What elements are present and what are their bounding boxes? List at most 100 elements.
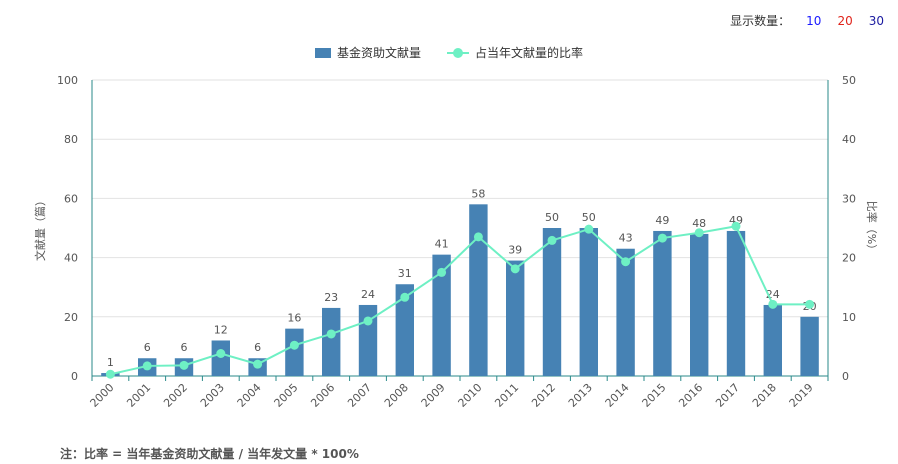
- bar-value-label: 41: [435, 238, 449, 251]
- bar: [469, 204, 488, 376]
- ratio-point: [731, 221, 741, 231]
- ratio-point: [437, 267, 447, 277]
- x-tick-label: 2012: [529, 381, 558, 410]
- bar: [506, 260, 525, 376]
- x-tick-label: 2004: [235, 381, 264, 410]
- ratio-point: [510, 264, 520, 274]
- bar-value-label: 58: [471, 187, 485, 200]
- ratio-point: [142, 361, 152, 371]
- bar-value-label: 16: [287, 312, 301, 325]
- legend-line-label: 占当年文献量的比率: [475, 46, 584, 60]
- legend-line-swatch: [447, 47, 469, 58]
- x-tick-label: 2009: [419, 381, 448, 410]
- ratio-point: [179, 360, 189, 370]
- x-tick-label: 2015: [640, 381, 669, 410]
- bar-value-label: 24: [361, 288, 375, 301]
- bar-value-label: 23: [324, 291, 338, 304]
- x-tick-label: 2001: [124, 381, 153, 410]
- x-tick-label: 2010: [456, 381, 485, 410]
- ratio-point: [216, 349, 226, 359]
- ratio-point: [694, 228, 704, 238]
- x-tick-label: 2007: [345, 381, 374, 410]
- ratio-line: [110, 225, 810, 376]
- bar: [579, 228, 598, 376]
- bar: [322, 307, 341, 376]
- bar-value-label: 6: [144, 341, 151, 354]
- ratio-point: [584, 224, 594, 234]
- bar: [285, 328, 304, 376]
- y-tick-label-right: 30: [842, 192, 856, 205]
- bar: [800, 316, 819, 376]
- bar-value-label: 6: [181, 341, 188, 354]
- x-tick-label: 2000: [88, 381, 117, 410]
- x-tick-label: 2006: [308, 381, 337, 410]
- display-count-option-10[interactable]: 10: [806, 13, 822, 28]
- x-tick-label: 2019: [787, 381, 816, 410]
- bar-value-label: 39: [508, 244, 522, 257]
- bar-value-label: 31: [398, 267, 412, 280]
- ratio-point: [547, 235, 557, 245]
- bar-value-label: 1: [107, 356, 114, 369]
- ratio-point: [326, 329, 336, 339]
- bar: [616, 248, 635, 376]
- footnote: 注：比率 = 当年基金资助文献量 / 当年发文量 * 100%: [60, 447, 359, 461]
- x-tick-label: 2008: [382, 381, 411, 410]
- bar: [690, 233, 709, 376]
- y-axis-title-right: 比率（%）: [865, 201, 879, 255]
- x-tick-label: 2011: [492, 381, 521, 410]
- bar: [432, 254, 451, 376]
- bar-value-label: 50: [582, 211, 596, 224]
- y-tick-label-left: 20: [64, 311, 78, 324]
- bar: [542, 228, 562, 376]
- y-tick-label-left: 100: [57, 74, 78, 87]
- display-count-option-30[interactable]: 30: [868, 13, 884, 28]
- ratio-point: [289, 340, 299, 350]
- bar: [763, 304, 782, 376]
- y-tick-label-right: 10: [842, 311, 856, 324]
- x-tick-label: 2002: [161, 381, 190, 410]
- y-tick-label-left: 40: [64, 252, 78, 265]
- bar: [726, 230, 746, 376]
- ratio-point: [400, 292, 410, 302]
- y-axis-title-left: 文献量（篇）: [33, 195, 47, 261]
- ratio-point: [768, 299, 778, 309]
- ratio-point: [253, 359, 263, 369]
- bar-value-label: 12: [214, 323, 228, 336]
- ratio-point: [805, 299, 815, 309]
- ratio-point: [657, 233, 667, 243]
- display-count-option-20[interactable]: 20: [837, 13, 853, 28]
- y-tick-label-right: 0: [842, 370, 849, 383]
- bar-value-label: 6: [254, 341, 261, 354]
- x-tick-label: 2016: [676, 381, 705, 410]
- bar: [211, 340, 230, 376]
- y-tick-label-right: 40: [842, 133, 856, 146]
- bar-value-label: 48: [692, 217, 706, 230]
- y-tick-label-left: 0: [71, 370, 78, 383]
- legend-item-line[interactable]: 占当年文献量的比率: [447, 44, 583, 61]
- x-tick-label: 2018: [750, 381, 779, 410]
- display-count-label: 显示数量：: [730, 14, 791, 28]
- ratio-point: [105, 369, 115, 379]
- x-tick-label: 2003: [198, 381, 227, 410]
- y-tick-label-left: 60: [64, 192, 78, 205]
- x-tick-label: 2005: [272, 381, 301, 410]
- x-tick-label: 2013: [566, 381, 595, 410]
- legend-bar-swatch: [314, 47, 331, 58]
- bar-value-label: 50: [545, 211, 559, 224]
- bar: [395, 284, 414, 376]
- ratio-point: [473, 232, 483, 242]
- bar-value-label: 43: [619, 232, 633, 245]
- ratio-point: [363, 316, 373, 326]
- bar: [653, 230, 672, 376]
- display-count-selector: 显示数量： 10 20 30: [730, 12, 884, 29]
- ratio-point: [621, 257, 631, 267]
- chart-legend: 基金资助文献量 占当年文献量的比率: [0, 44, 898, 61]
- y-tick-label-right: 20: [842, 252, 856, 265]
- legend-bar-label: 基金资助文献量: [336, 46, 421, 60]
- legend-item-bar[interactable]: 基金资助文献量: [314, 44, 421, 61]
- bar-value-label: 49: [655, 214, 669, 227]
- y-tick-label-right: 50: [842, 74, 856, 87]
- x-tick-label: 2014: [603, 381, 632, 410]
- x-tick-label: 2017: [713, 381, 742, 410]
